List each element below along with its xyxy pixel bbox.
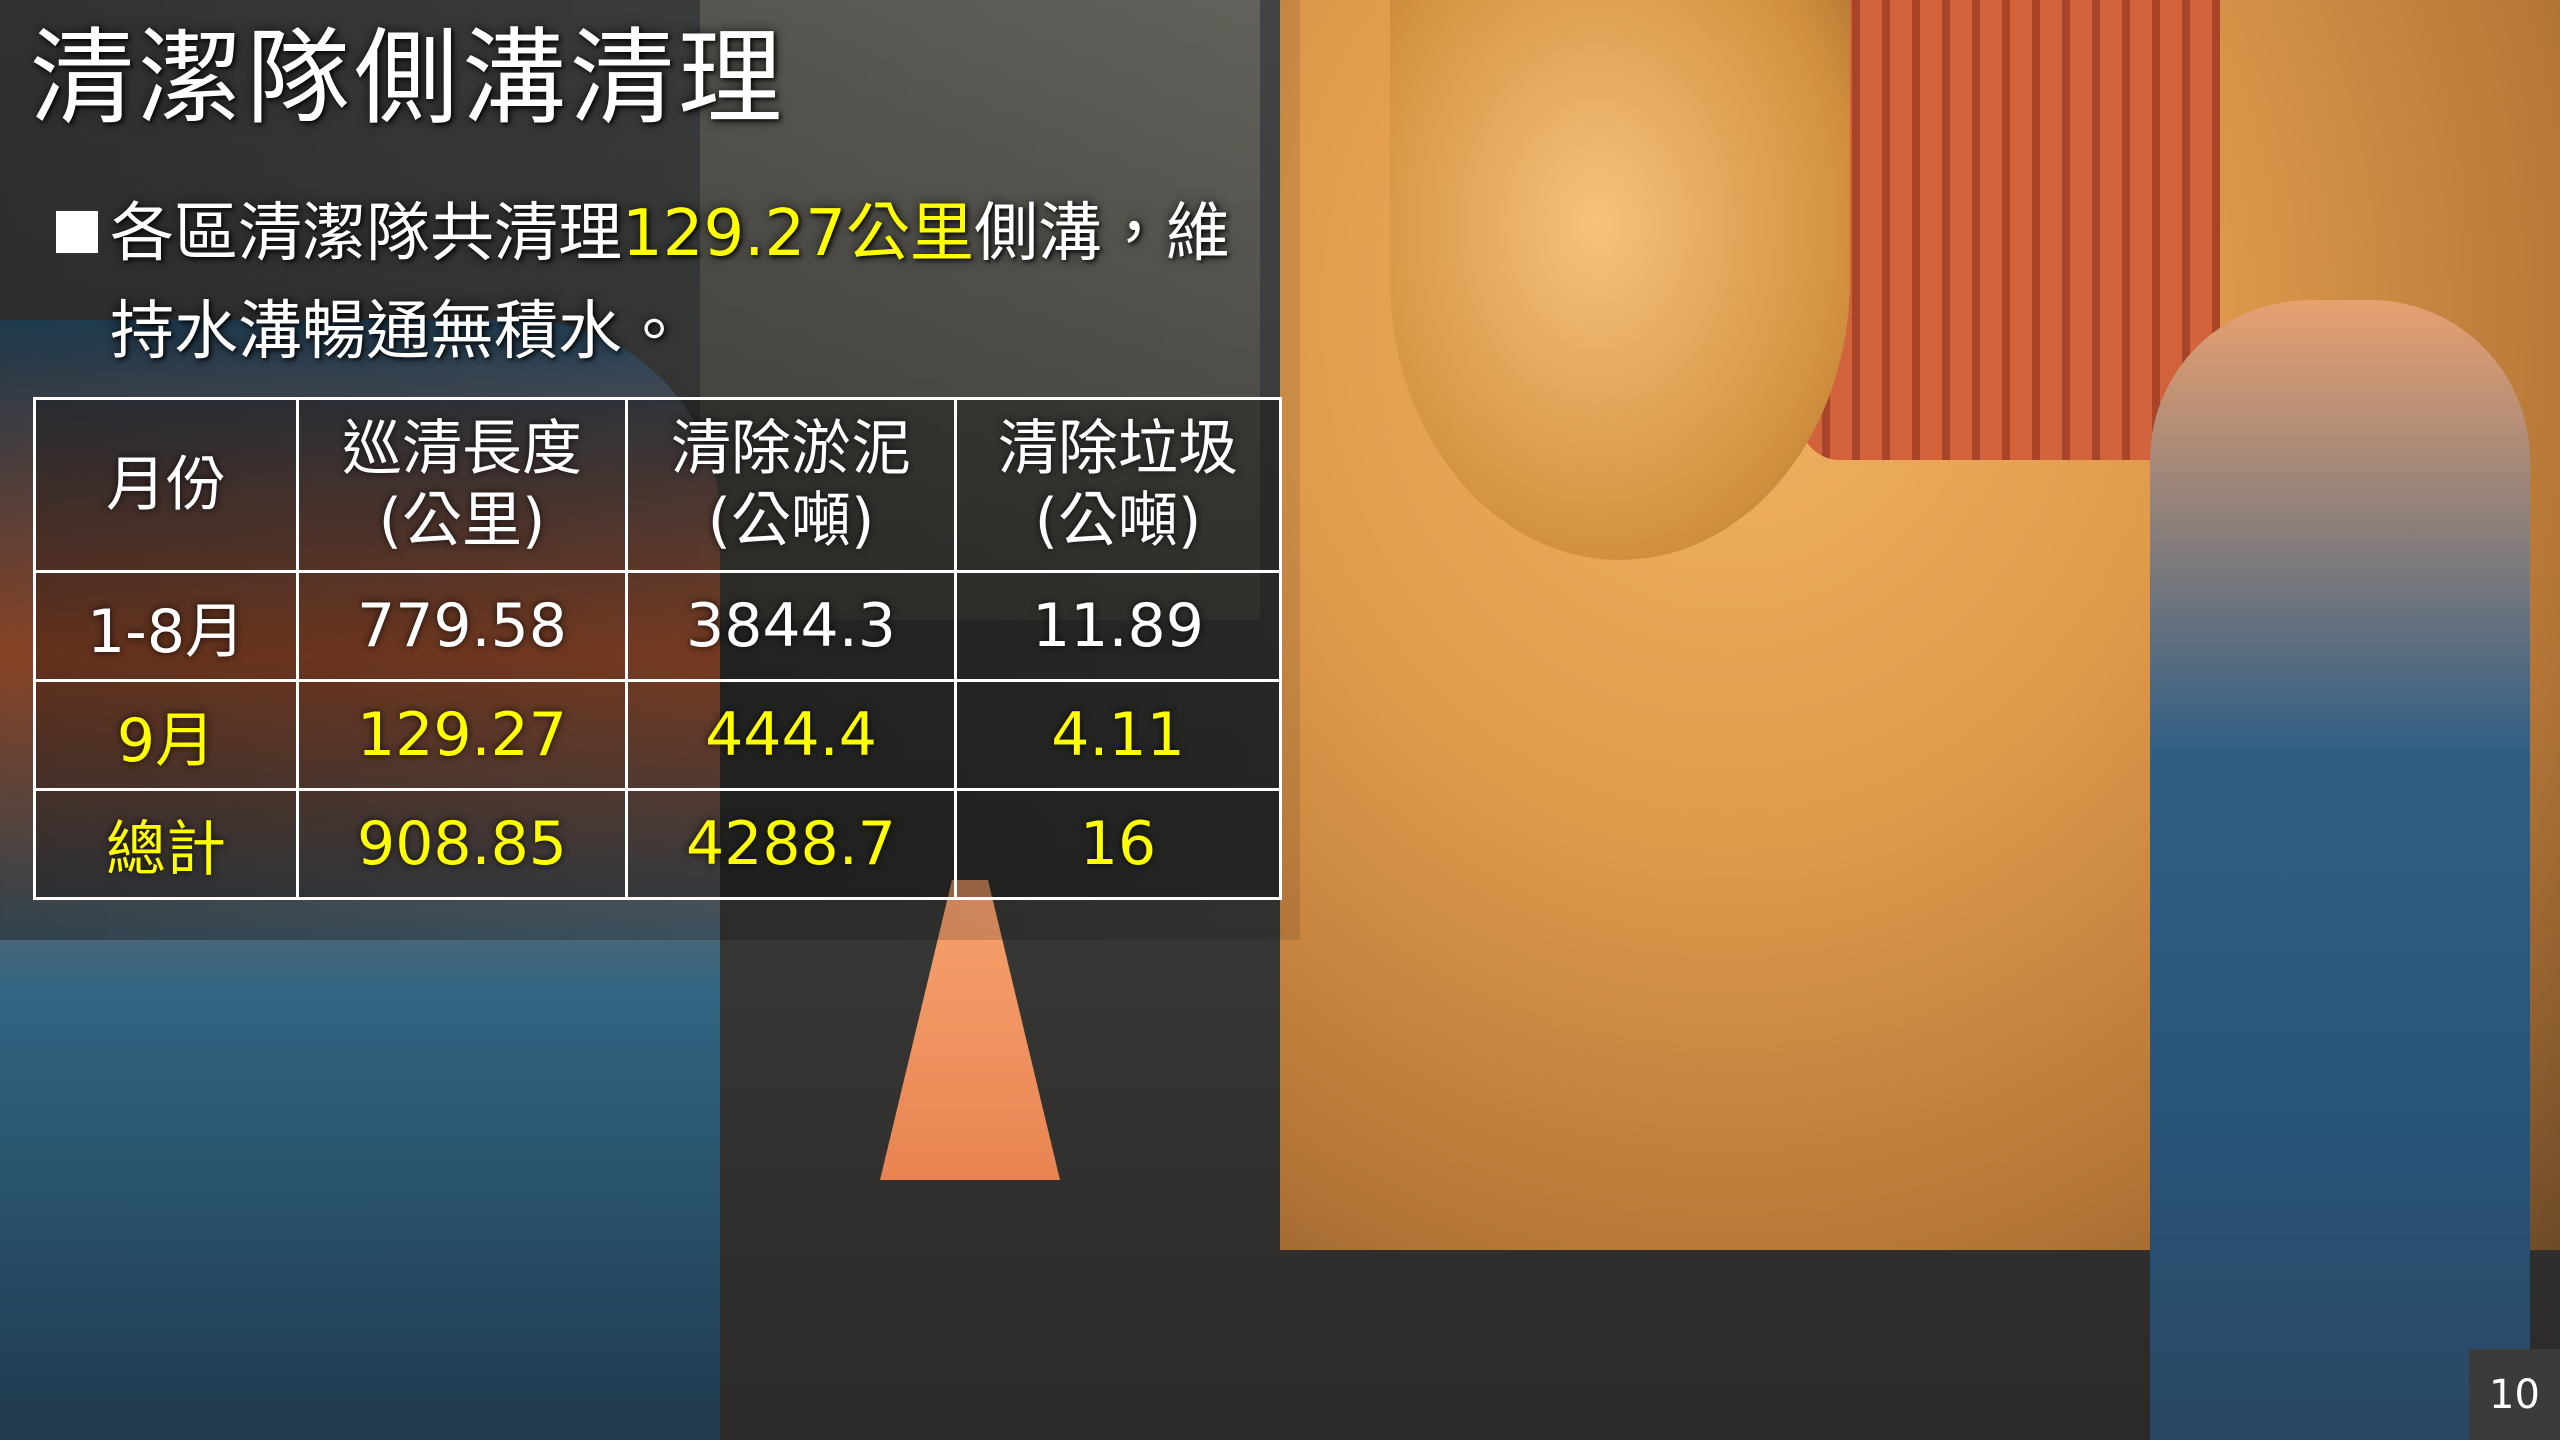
table-cell: 4288.7 <box>627 790 956 899</box>
header-text: (公噸) <box>957 485 1279 557</box>
table-cell: 3844.3 <box>627 572 956 681</box>
slide: 清潔隊側溝清理 各區清潔隊共清理129.27公里側溝，維 持水溝暢通無積水。 月… <box>0 0 2560 1440</box>
bullet-highlight: 129.27公里 <box>622 197 974 271</box>
header-cell: 巡清長度(公里) <box>298 399 627 572</box>
bg-hose-reel <box>1800 0 2220 460</box>
table-cell: 9月 <box>35 681 298 790</box>
bullet-text: 側溝，維 <box>974 197 1230 271</box>
table-cell: 908.85 <box>298 790 627 899</box>
table-header-row: 月份巡清長度(公里)清除淤泥(公噸)清除垃圾(公噸) <box>35 399 1281 572</box>
header-cell: 月份 <box>35 399 298 572</box>
page-number: 10 <box>2469 1349 2560 1440</box>
bullet-text: 持水溝暢通無積水。 <box>56 283 1230 381</box>
bullet-line: 各區清潔隊共清理129.27公里側溝，維 <box>56 185 1230 283</box>
header-text: (公里) <box>299 485 625 557</box>
header-cell: 清除淤泥(公噸) <box>627 399 956 572</box>
header-text: (公噸) <box>628 485 954 557</box>
bg-worker-right <box>2150 300 2530 1440</box>
table-cell: 4.11 <box>956 681 1281 790</box>
table-cell: 129.27 <box>298 681 627 790</box>
bullet-marker <box>56 211 98 253</box>
bg-tank <box>1390 0 1850 560</box>
table-cell: 444.4 <box>627 681 956 790</box>
header-text: 清除垃圾 <box>957 413 1279 485</box>
table-cell: 779.58 <box>298 572 627 681</box>
bullet: 各區清潔隊共清理129.27公里側溝，維 持水溝暢通無積水。 <box>56 185 1230 381</box>
table-cell: 1-8月 <box>35 572 298 681</box>
header-text: 清除淤泥 <box>628 413 954 485</box>
header-text: 巡清長度 <box>299 413 625 485</box>
table-cell: 16 <box>956 790 1281 899</box>
header-cell: 清除垃圾(公噸) <box>956 399 1281 572</box>
slide-title: 清潔隊側溝清理 <box>30 18 786 138</box>
bullet-text: 各區清潔隊共清理 <box>110 197 622 271</box>
header-text: 月份 <box>36 449 296 521</box>
table-cell: 11.89 <box>956 572 1281 681</box>
table-cell: 總計 <box>35 790 298 899</box>
